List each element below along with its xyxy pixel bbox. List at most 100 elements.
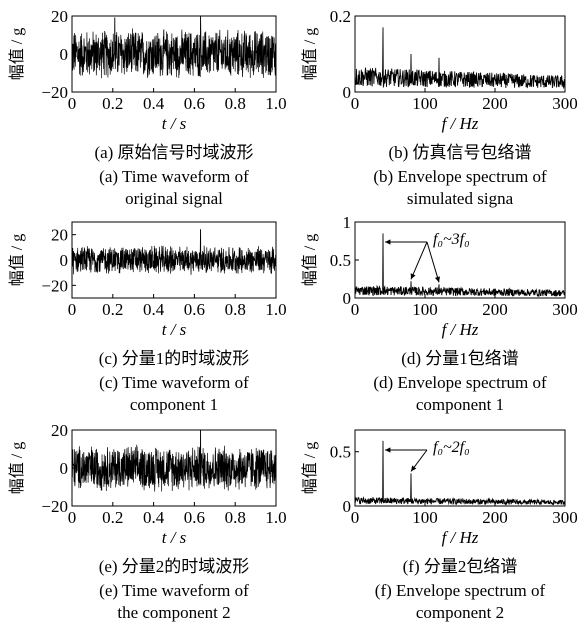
x-axis-label: f / Hz xyxy=(442,320,479,339)
x-tick-label: 0.2 xyxy=(102,94,123,113)
y-tick-label: 20 xyxy=(51,226,68,245)
series-line xyxy=(71,15,277,79)
y-tick-label: 0 xyxy=(60,251,69,270)
y-axis-label: 幅值 / g xyxy=(8,28,26,80)
arrow-head xyxy=(411,465,417,472)
x-axis-label: t / s xyxy=(162,528,187,547)
caption-english-line2: component 2 xyxy=(416,603,504,622)
caption-english-line2: component 1 xyxy=(130,395,218,414)
x-tick-label: 1.0 xyxy=(265,94,286,113)
series-line xyxy=(354,440,566,506)
y-tick-label: 0.2 xyxy=(330,7,351,26)
x-tick-label: 1.0 xyxy=(265,508,286,527)
y-tick-label: 0 xyxy=(343,83,352,102)
x-tick-label: 0 xyxy=(351,508,360,527)
series-line xyxy=(71,229,277,275)
y-tick-label: −20 xyxy=(41,497,68,516)
x-tick-label: 0 xyxy=(68,508,77,527)
y-tick-label: 20 xyxy=(51,421,68,440)
harmonic-annotation: f₀~3f₀ xyxy=(433,231,470,248)
arrow-head xyxy=(434,276,440,283)
annotation-arrow xyxy=(410,241,428,280)
caption-chinese: (b) 仿真信号包络谱 xyxy=(388,143,531,162)
x-tick-label: 0.6 xyxy=(184,508,205,527)
x-tick-label: 100 xyxy=(412,94,438,113)
subplot-b: 0 100 200 300 0.2 0 f / Hz 幅值 / g (b) 仿真信号包络谱 (b)… xyxy=(301,7,578,208)
caption-chinese: (d) 分量1包络谱 xyxy=(401,349,519,368)
y-axis-label: 幅值 / g xyxy=(8,234,26,286)
caption-english-line2: component 1 xyxy=(416,395,504,414)
caption-chinese: (f) 分量2包络谱 xyxy=(403,557,518,576)
x-tick-label: 1.0 xyxy=(265,300,286,319)
subplot-f: 0 100 200 300 0.5 0 f / Hz 幅值 / g (f) 分量2包络谱 (f) … xyxy=(301,429,578,622)
x-tick-label: 100 xyxy=(412,300,438,319)
x-tick-label: 100 xyxy=(412,508,438,527)
annotation-arrow xyxy=(426,241,440,283)
x-axis-label: f / Hz xyxy=(442,114,479,133)
x-tick-label: 0.6 xyxy=(184,300,205,319)
y-axis-label: 幅值 / g xyxy=(301,234,319,286)
series-line xyxy=(354,233,566,298)
x-tick-label: 0.6 xyxy=(184,94,205,113)
x-tick-label: 0 xyxy=(351,300,360,319)
y-tick-label: 0 xyxy=(343,289,352,308)
harmonic-annotation: f₀~2f₀ xyxy=(433,439,470,456)
x-tick-label: 200 xyxy=(482,300,508,319)
caption-english-line2: simulated signa xyxy=(407,189,514,208)
x-tick-label: 0.4 xyxy=(143,300,165,319)
y-tick-label: 20 xyxy=(51,7,68,26)
x-tick-label: 300 xyxy=(552,508,578,527)
y-tick-label: 0.5 xyxy=(330,443,351,462)
x-axis-label: f / Hz xyxy=(442,528,479,547)
x-tick-label: 200 xyxy=(482,94,508,113)
plot-frame xyxy=(354,15,566,93)
caption-english-line1: (f) Envelope spectrum of xyxy=(375,581,546,600)
caption-chinese: (c) 分量1的时域波形 xyxy=(99,349,250,368)
caption-english-line1: (b) Envelope spectrum of xyxy=(373,167,547,186)
plot-frame xyxy=(354,429,566,507)
y-axis-label: 幅值 / g xyxy=(301,28,319,80)
x-axis-label: t / s xyxy=(162,320,187,339)
x-tick-label: 0 xyxy=(68,94,77,113)
caption-chinese: (a) 原始信号时域波形 xyxy=(94,143,253,162)
arrow-head xyxy=(410,273,416,280)
x-tick-label: 300 xyxy=(552,300,578,319)
caption-english-line1: (a) Time waveform of xyxy=(99,167,249,186)
x-tick-label: 0.8 xyxy=(225,300,246,319)
y-axis-label: 幅值 / g xyxy=(301,442,319,494)
y-tick-label: −20 xyxy=(41,83,68,102)
x-tick-label: 0 xyxy=(351,94,360,113)
arrow-head xyxy=(385,239,391,245)
x-tick-label: 0.8 xyxy=(225,94,246,113)
x-tick-label: 0.4 xyxy=(143,508,165,527)
x-tick-label: 0.4 xyxy=(143,94,165,113)
arrow-head xyxy=(385,447,391,453)
x-tick-label: 0 xyxy=(68,300,77,319)
series-line xyxy=(354,27,566,90)
caption-english-line2: original signal xyxy=(125,189,223,208)
series-line xyxy=(71,429,277,492)
caption-english-line1: (d) Envelope spectrum of xyxy=(373,373,547,392)
x-tick-label: 0.2 xyxy=(102,508,123,527)
y-tick-label: 0.5 xyxy=(330,251,351,270)
y-tick-label: 0 xyxy=(60,459,69,478)
x-tick-label: 0.2 xyxy=(102,300,123,319)
subplot-d: 0 100 200 300 1 0.5 0 f / Hz 幅值 / g (d) 分量1包络谱 (d)… xyxy=(301,213,578,414)
caption-chinese: (e) 分量2的时域波形 xyxy=(99,557,250,576)
y-tick-label: 0 xyxy=(60,45,69,64)
y-tick-label: 1 xyxy=(343,213,352,232)
y-tick-label: −20 xyxy=(41,276,68,295)
caption-english-line1: (e) Time waveform of xyxy=(99,581,249,600)
x-tick-label: 200 xyxy=(482,508,508,527)
x-tick-label: 0.8 xyxy=(225,508,246,527)
caption-english-line1: (c) Time waveform of xyxy=(99,373,249,392)
x-axis-label: t / s xyxy=(162,114,187,133)
x-tick-label: 300 xyxy=(552,94,578,113)
y-tick-label: 0 xyxy=(343,497,352,516)
y-axis-label: 幅值 / g xyxy=(8,442,26,494)
caption-english-line2: the component 2 xyxy=(117,603,230,622)
